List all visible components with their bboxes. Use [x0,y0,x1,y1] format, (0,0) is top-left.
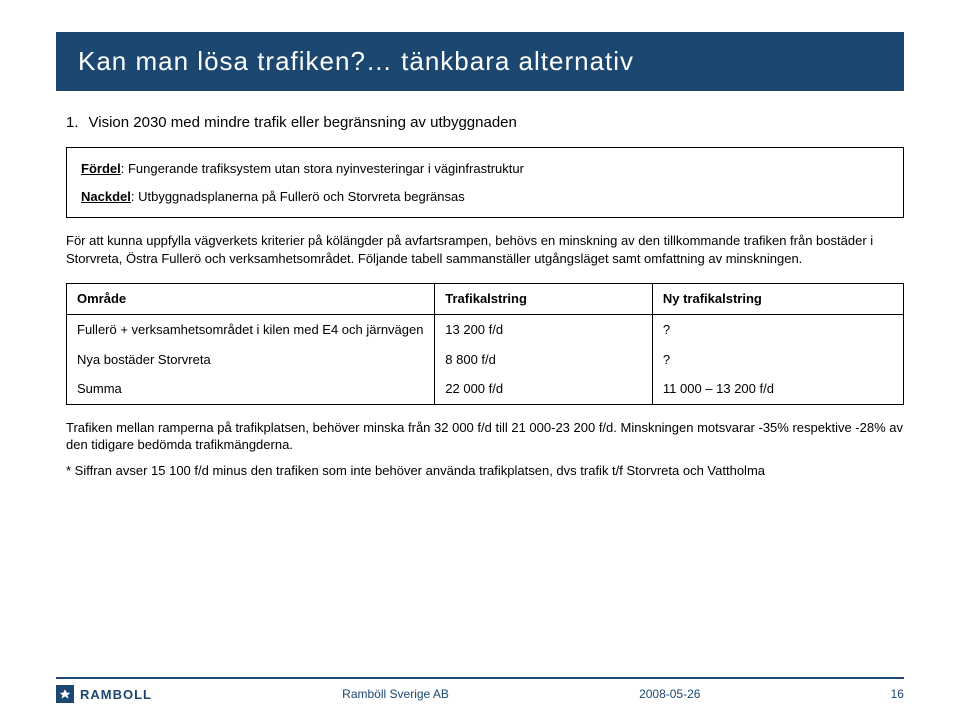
footer-row: RAMBOLL Ramböll Sverige AB 2008-05-26 16 [56,685,904,703]
table-cell: Nya bostäder Storvreta [67,345,435,375]
pros-cons-box: Fördel: Fungerande trafiksystem utan sto… [66,147,904,218]
table-cell: 8 800 f/d [435,345,653,375]
slide-page: Kan man lösa trafiken?… tänkbara alterna… [0,0,960,719]
note-asterisk: * Siffran avser 15 100 f/d minus den tra… [66,462,904,480]
table-header-row: Område Trafikalstring Ny trafikalstring [67,284,904,315]
slide-content: 1. Vision 2030 med mindre trafik eller b… [56,91,904,479]
table-header: Ny trafikalstring [652,284,903,315]
logo-icon [56,685,74,703]
slide-footer: RAMBOLL Ramböll Sverige AB 2008-05-26 16 [56,677,904,703]
pro-text: : Fungerande trafiksystem utan stora nyi… [121,161,524,176]
slide-title: Kan man lösa trafiken?… tänkbara alterna… [56,32,904,91]
footer-divider [56,677,904,679]
footer-date: 2008-05-26 [639,687,700,701]
table-cell: 13 200 f/d [435,314,653,344]
table-row: Nya bostäder Storvreta 8 800 f/d ? [67,345,904,375]
option-number: 1. [66,113,79,133]
footer-logo: RAMBOLL [56,685,152,703]
table-cell: 11 000 – 13 200 f/d [652,374,903,404]
table-cell: ? [652,345,903,375]
table-row: Summa 22 000 f/d 11 000 – 13 200 f/d [67,374,904,404]
table-cell: Fullerö + verksamhetsområdet i kilen med… [67,314,435,344]
option-heading: Vision 2030 med mindre trafik eller begr… [89,113,517,133]
con-text: : Utbyggnadsplanerna på Fullerö och Stor… [131,189,465,204]
table-cell: ? [652,314,903,344]
traffic-table: Område Trafikalstring Ny trafikalstring … [66,283,904,404]
table-header: Trafikalstring [435,284,653,315]
table-cell: 22 000 f/d [435,374,653,404]
option-item: 1. Vision 2030 med mindre trafik eller b… [66,113,904,133]
pro-label: Fördel [81,161,121,176]
pro-line: Fördel: Fungerande trafiksystem utan sto… [81,160,889,178]
footer-company: Ramböll Sverige AB [342,687,449,701]
table-cell: Summa [67,374,435,404]
note-paragraph: Trafiken mellan ramperna på trafikplatse… [66,419,904,454]
con-label: Nackdel [81,189,131,204]
table-row: Fullerö + verksamhetsområdet i kilen med… [67,314,904,344]
logo-text: RAMBOLL [80,687,152,702]
footer-page-number: 16 [891,687,904,701]
con-line: Nackdel: Utbyggnadsplanerna på Fullerö o… [81,188,889,206]
table-header: Område [67,284,435,315]
intro-paragraph: För att kunna uppfylla vägverkets kriter… [66,232,904,267]
